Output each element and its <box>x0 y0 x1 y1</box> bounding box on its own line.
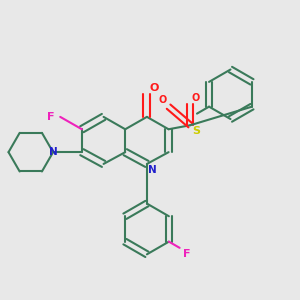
Text: F: F <box>183 249 190 260</box>
Text: F: F <box>47 112 55 122</box>
Text: O: O <box>192 93 200 103</box>
Text: N: N <box>49 147 58 157</box>
Text: O: O <box>159 95 167 105</box>
Text: S: S <box>192 126 200 136</box>
Text: N: N <box>148 166 157 176</box>
Text: O: O <box>150 83 159 93</box>
